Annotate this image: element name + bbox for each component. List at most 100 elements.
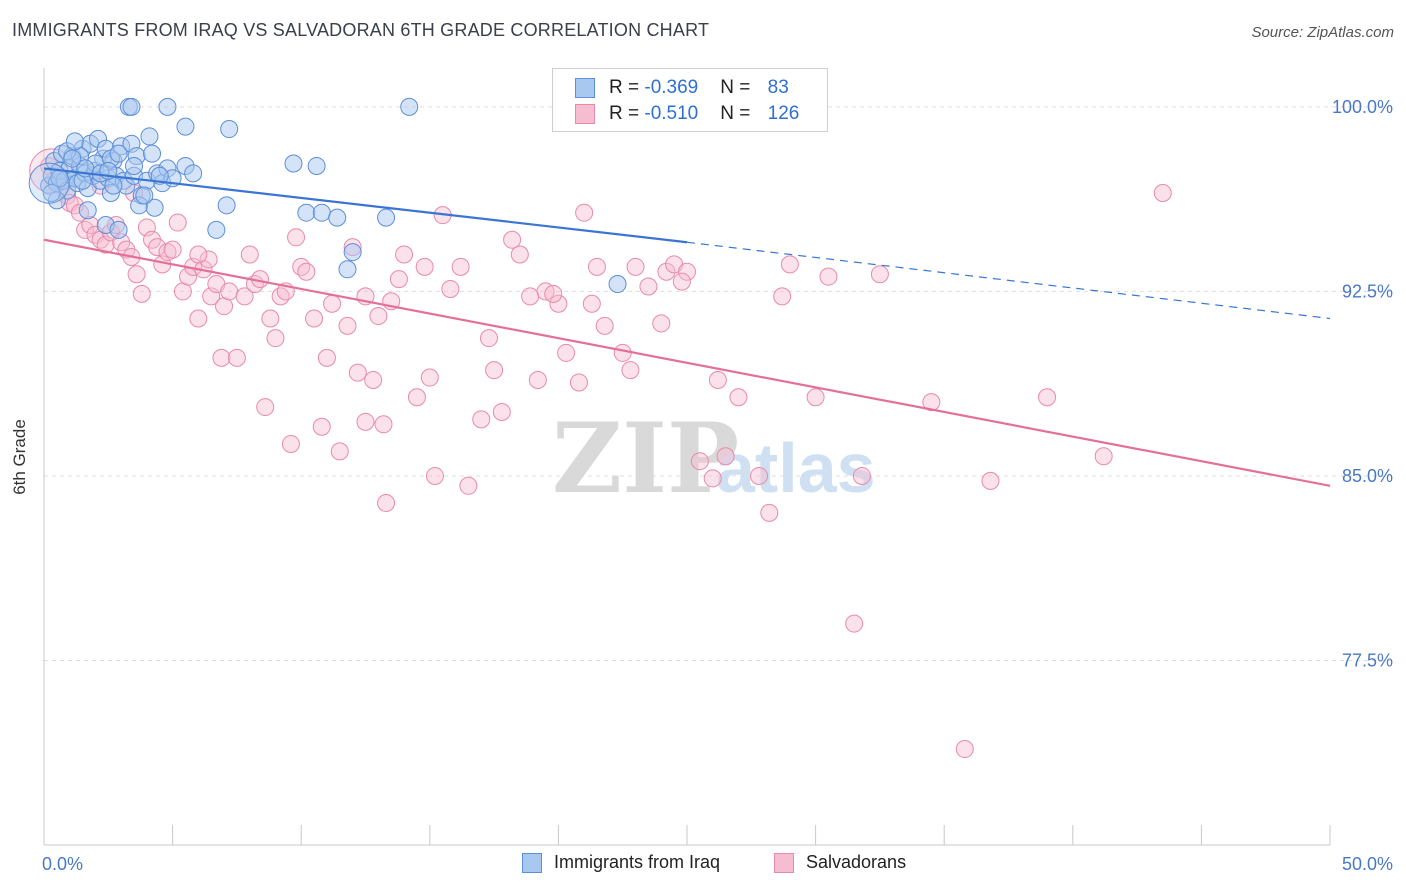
series-iraq xyxy=(28,97,627,294)
data-point-iraq xyxy=(78,201,97,220)
grid-lines xyxy=(44,106,1392,661)
data-point-salvadoran xyxy=(479,329,498,348)
data-point-salvadoran xyxy=(773,287,792,306)
data-point-iraq xyxy=(158,97,177,116)
data-point-salvadoran xyxy=(672,272,691,291)
data-point-iraq xyxy=(63,149,82,168)
data-point-salvadoran xyxy=(459,476,478,495)
chart-title: IMMIGRANTS FROM IRAQ VS SALVADORAN 6TH G… xyxy=(12,20,710,40)
watermark-atlas: atlas xyxy=(716,429,876,507)
data-point-iraq xyxy=(377,208,396,227)
data-point-salvadoran xyxy=(330,442,349,461)
data-point-salvadoran xyxy=(1094,447,1113,466)
data-point-iraq xyxy=(184,164,203,183)
data-point-salvadoran xyxy=(613,343,632,362)
data-point-salvadoran xyxy=(364,371,383,389)
data-point-iraq xyxy=(312,203,331,222)
trend-lines xyxy=(43,167,1331,487)
data-point-iraq xyxy=(217,196,236,215)
legend-r-value: -0.369 xyxy=(644,77,699,98)
data-point-iraq xyxy=(150,166,169,185)
trend-line-iraq-extrapolated xyxy=(686,241,1331,320)
data-point-iraq xyxy=(400,97,419,116)
bottom-legend-iraq: Immigrants from Iraq xyxy=(522,852,720,873)
data-point-salvadoran xyxy=(292,257,311,276)
legend-n-value: 126 xyxy=(767,103,800,124)
trend-line-iraq xyxy=(43,167,688,244)
data-point-salvadoran xyxy=(256,398,275,417)
data-point-salvadoran xyxy=(425,466,444,485)
stats-legend: R = -0.369 N = 83 R = -0.510 N = 126 xyxy=(552,68,828,132)
data-point-salvadoran xyxy=(312,417,331,436)
data-point-salvadoran xyxy=(374,415,393,434)
data-point-salvadoran xyxy=(806,388,825,407)
data-point-salvadoran xyxy=(639,277,658,296)
data-point-salvadoran xyxy=(317,348,336,367)
watermark-zip: ZIP xyxy=(552,402,739,515)
data-point-salvadoran xyxy=(1153,184,1172,203)
data-point-salvadoran xyxy=(220,282,239,301)
legend-row-salvadorans: R = -0.510 N = 126 xyxy=(575,103,799,125)
data-point-iraq xyxy=(284,154,303,173)
data-point-salvadoran xyxy=(870,265,889,284)
data-point-iraq xyxy=(65,132,84,151)
data-point-salvadoran xyxy=(212,348,231,367)
axes xyxy=(43,68,1331,846)
data-point-iraq xyxy=(307,156,326,175)
data-point-salvadoran xyxy=(716,447,735,466)
data-point-salvadoran xyxy=(338,316,357,335)
data-point-salvadoran xyxy=(492,402,511,421)
data-point-salvadoran xyxy=(510,245,529,264)
data-point-salvadoran xyxy=(780,255,799,274)
data-point-iraq xyxy=(135,186,154,205)
data-point-salvadoran xyxy=(189,245,208,264)
data-point-iraq xyxy=(176,117,195,136)
data-point-salvadoran xyxy=(852,466,871,485)
data-point-salvadoran xyxy=(981,471,1000,490)
data-point-iraq xyxy=(220,120,239,139)
data-point-salvadoran xyxy=(189,309,208,328)
data-point-iraq xyxy=(42,184,61,203)
legend-n-label: N = xyxy=(720,103,756,124)
data-point-salvadoran xyxy=(819,267,838,286)
legend-swatch-blue xyxy=(575,78,595,98)
data-point-salvadoran xyxy=(148,238,167,257)
data-point-salvadoran xyxy=(76,220,95,239)
data-point-salvadoran xyxy=(287,228,306,247)
data-point-salvadoran xyxy=(266,329,285,348)
data-point-salvadoran xyxy=(472,410,491,429)
data-point-salvadoran xyxy=(575,203,594,222)
data-point-iraq xyxy=(109,220,128,239)
data-point-salvadoran xyxy=(528,371,547,389)
data-point-salvadoran xyxy=(227,348,246,367)
data-point-salvadoran xyxy=(158,243,177,262)
data-point-salvadoran xyxy=(132,284,151,303)
data-point-salvadoran xyxy=(127,265,146,284)
data-point-salvadoran xyxy=(729,388,748,407)
bottom-swatch-blue xyxy=(522,852,542,873)
data-point-iraq xyxy=(125,156,144,175)
data-point-salvadoran xyxy=(845,614,864,633)
data-point-iraq xyxy=(343,243,362,262)
data-point-salvadoran xyxy=(297,262,316,281)
data-point-iraq xyxy=(328,208,347,227)
data-point-salvadoran xyxy=(750,466,769,485)
data-point-salvadoran xyxy=(485,361,504,380)
bottom-swatch-pink xyxy=(774,852,794,873)
series-salvadorans xyxy=(29,148,1172,759)
data-point-salvadoran xyxy=(595,316,614,335)
data-point-salvadoran xyxy=(678,262,696,281)
data-point-iraq xyxy=(145,198,164,217)
data-point-salvadoran xyxy=(235,287,254,306)
data-point-salvadoran xyxy=(557,343,576,362)
data-point-salvadoran xyxy=(503,230,522,249)
data-point-salvadoran xyxy=(441,279,460,298)
data-point-salvadoran xyxy=(281,434,300,453)
data-point-salvadoran xyxy=(652,314,671,333)
data-point-iraq xyxy=(338,260,357,279)
bottom-legend-label: Salvadorans xyxy=(806,852,907,872)
data-point-salvadoran xyxy=(626,257,645,276)
data-point-iraq xyxy=(608,275,627,294)
data-point-salvadoran xyxy=(521,287,540,306)
data-point-salvadoran xyxy=(582,294,601,313)
